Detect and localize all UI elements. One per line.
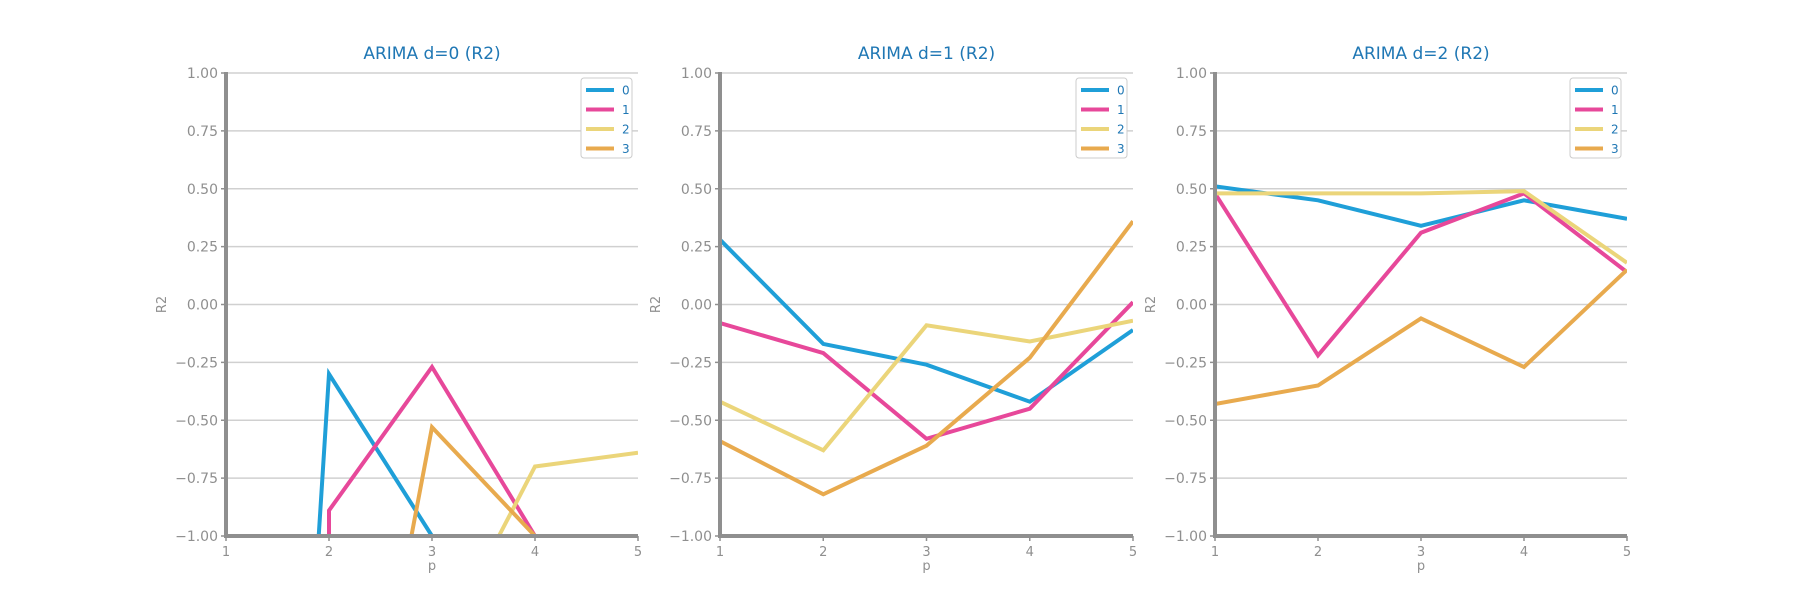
y-tick-label: −1.00 [175,529,218,545]
series-group [1215,184,1627,406]
y-tick-label: −0.25 [1164,355,1207,371]
legend-label: 2 [1117,123,1125,137]
y-tick-label: 1.00 [681,66,712,82]
x-tick-label: 2 [1314,545,1322,560]
y-tick-label: 0.50 [681,182,712,198]
y-tick-label: −0.75 [1164,471,1207,487]
legend-label: 0 [1117,84,1125,98]
y-tick-label: 0.25 [681,240,712,256]
chart-title: ARIMA d=2 (R2) [1352,44,1489,64]
y-tick-label: −0.50 [1164,413,1207,429]
y-axis-title: R2 [1144,296,1159,313]
series-line-3 [1215,268,1627,406]
series-line-2 [497,450,638,537]
legend-label: 1 [1117,103,1125,117]
y-tick-label: 0.75 [187,124,218,140]
series-line-2 [720,318,1133,453]
legend: 0 1 2 3 [1569,77,1622,159]
x-tick-label: 1 [716,545,724,560]
legend-label: 0 [1611,84,1619,98]
y-axis-title: R2 [155,296,170,313]
series-line-0 [1215,184,1627,228]
x-tick-label: 5 [1129,545,1137,560]
x-tick-label: 2 [325,545,333,560]
y-tick-label: 0.50 [1176,182,1207,198]
series-line-1 [327,363,638,538]
y-tick-label: −1.00 [669,529,712,545]
series-line-1 [1215,191,1627,359]
series-line-1 [720,300,1133,442]
x-tick-label: 1 [222,545,230,560]
x-axis-title: p [922,559,930,574]
series-line-3 [720,219,1133,497]
legend-label: 3 [1117,142,1125,156]
x-tick-label: 2 [819,545,827,560]
x-tick-label: 5 [634,545,642,560]
y-tick-label: −1.00 [1164,529,1207,545]
y-tick-label: 0.00 [1176,298,1207,314]
legend-box [580,77,633,159]
legend-box [1569,77,1622,159]
x-tick-label: 4 [1026,545,1034,560]
chart-title: ARIMA d=1 (R2) [858,44,995,64]
y-tick-label: −0.50 [175,413,218,429]
legend-label: 1 [622,103,630,117]
x-tick-label: 1 [1211,545,1219,560]
x-axis-title: p [1417,559,1425,574]
y-tick-label: 0.50 [187,182,218,198]
series-group [316,363,638,538]
y-axis-title: R2 [649,296,664,313]
y-tick-label: 1.00 [187,66,218,82]
series-line-2 [1215,189,1627,265]
chart-panel-2: −1.00 −0.75 −0.50 −0.25 0.00 0.25 0.50 0.75 1.00… [1144,44,1631,574]
y-tick-label: −0.25 [175,355,218,371]
legend-label: 2 [1611,123,1619,137]
y-tick-label: 1.00 [1176,66,1207,82]
y-tick-label: −0.75 [669,471,712,487]
legend-label: 3 [622,142,630,156]
y-tick-label: 0.25 [187,240,218,256]
x-tick-label: 3 [922,545,930,560]
legend: 0 1 2 3 [1075,77,1128,159]
x-tick-label: 4 [1520,545,1528,560]
legend: 0 1 2 3 [580,77,633,159]
series-group [720,219,1133,497]
legend-label: 0 [622,84,630,98]
y-tick-label: 0.25 [1176,240,1207,256]
legend-label: 3 [1611,142,1619,156]
x-tick-label: 4 [531,545,539,560]
x-axis-title: p [428,559,436,574]
y-tick-label: 0.75 [681,124,712,140]
y-tick-label: 0.00 [681,298,712,314]
legend-label: 1 [1611,103,1619,117]
legend-label: 2 [622,123,630,137]
x-tick-label: 3 [428,545,436,560]
x-tick-label: 3 [1417,545,1425,560]
y-tick-label: 0.75 [1176,124,1207,140]
y-tick-label: 0.00 [187,298,218,314]
y-tick-label: −0.50 [669,413,712,429]
y-tick-label: −0.75 [175,471,218,487]
chart-panel-1: −1.00 −0.75 −0.50 −0.25 0.00 0.25 0.50 0.75 1.00… [649,44,1137,574]
y-tick-label: −0.25 [669,355,712,371]
legend-box [1075,77,1128,159]
x-tick-label: 5 [1623,545,1631,560]
chart-title: ARIMA d=0 (R2) [363,44,500,64]
chart-panel-0: −1.00 −0.75 −0.50 −0.25 0.00 0.25 0.50 0.75 1.00… [155,44,642,574]
series-line-0 [720,238,1133,404]
